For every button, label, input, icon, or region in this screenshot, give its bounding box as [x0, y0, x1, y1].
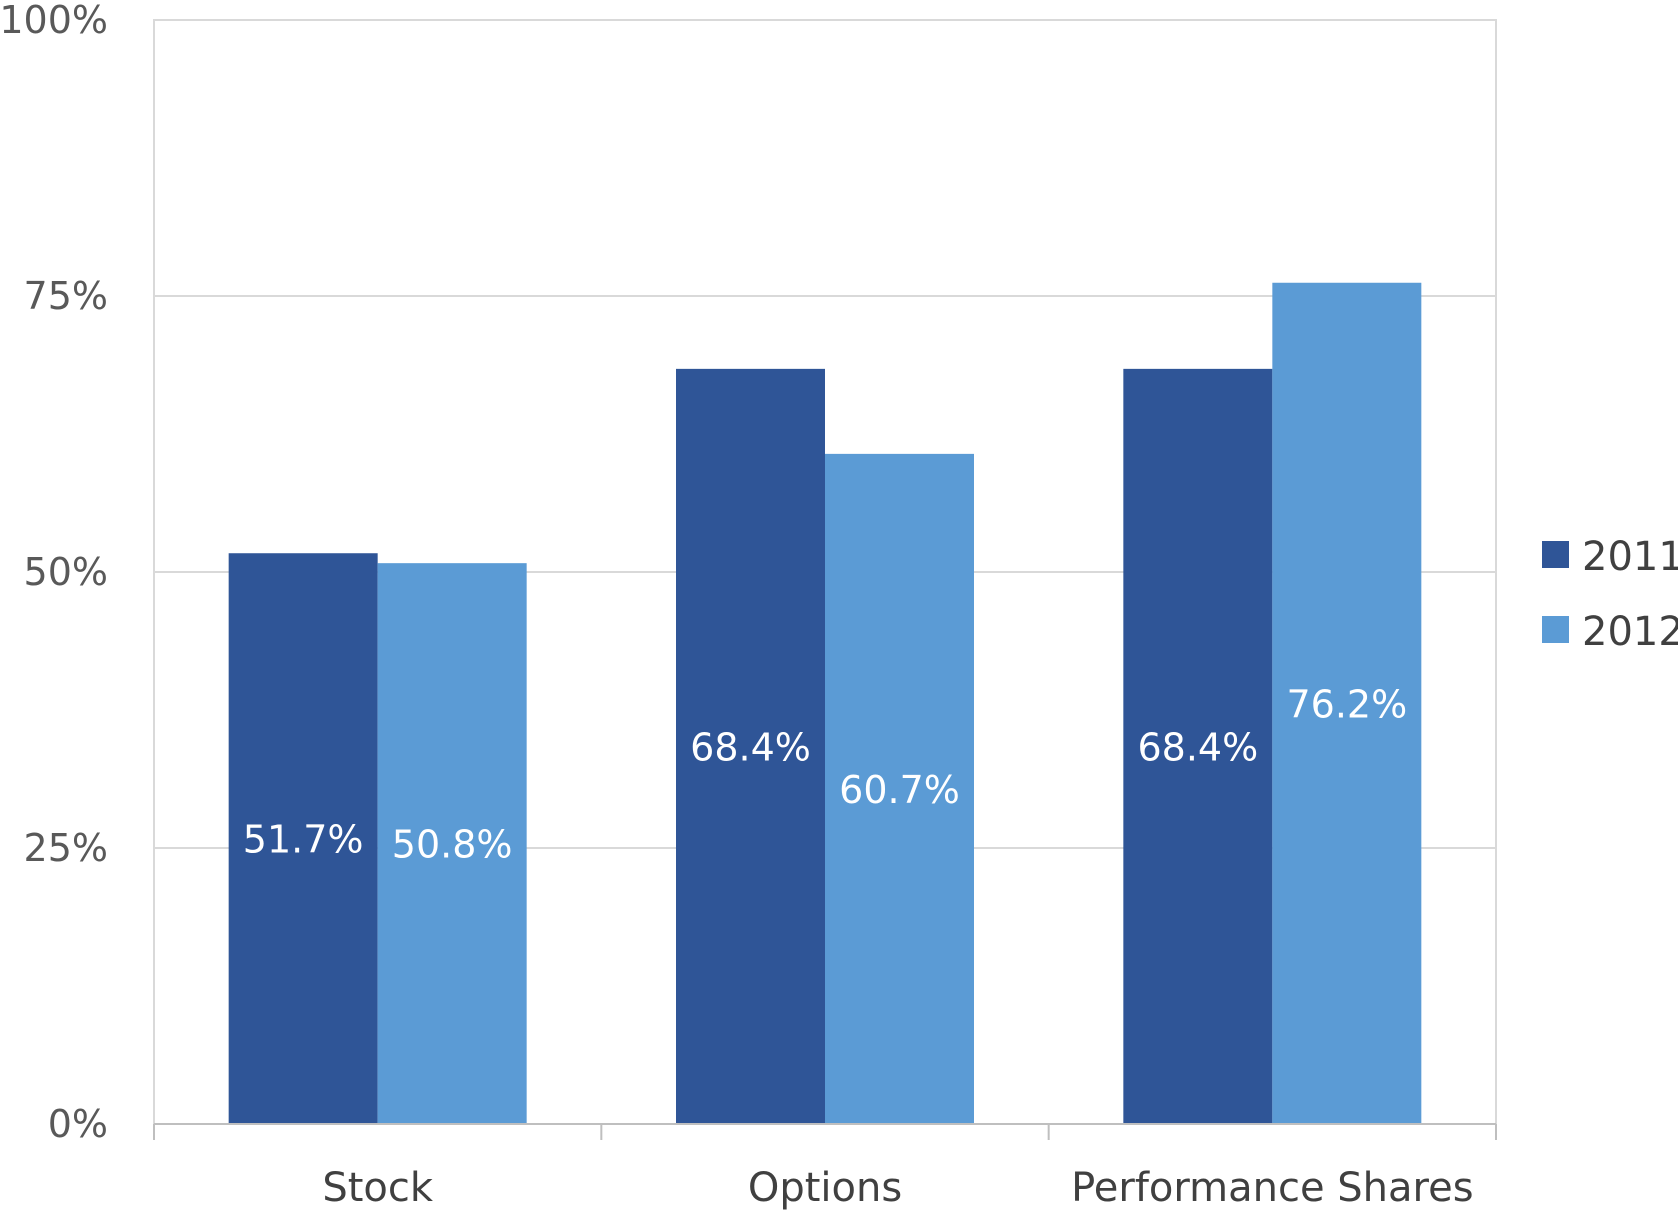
- legend-swatch: [1542, 616, 1569, 643]
- x-tick-label: Performance Shares: [1071, 1165, 1473, 1211]
- x-tick-label: Options: [748, 1165, 902, 1211]
- y-tick-label: 50%: [24, 550, 108, 594]
- data-labels: 51.7% 50.8% 68.4% 60.7% 68.4% 76.2%: [243, 682, 1407, 866]
- y-tick-label: 100%: [0, 0, 108, 42]
- data-label: 76.2%: [1286, 682, 1407, 726]
- y-tick-label: 75%: [24, 274, 108, 318]
- legend-swatch: [1542, 541, 1569, 568]
- data-label: 60.7%: [839, 768, 960, 812]
- data-label: 68.4%: [690, 725, 811, 769]
- bar: [825, 453, 974, 1124]
- legend: 2011 2012: [1542, 534, 1678, 655]
- bars: [228, 282, 1422, 1124]
- legend-label: 2011: [1582, 534, 1678, 580]
- bar: [228, 553, 378, 1124]
- legend-label: 2012: [1582, 609, 1678, 655]
- x-axis-ticks: Stock Options Performance Shares: [322, 1165, 1473, 1211]
- data-label: 51.7%: [243, 818, 364, 862]
- data-label: 68.4%: [1137, 725, 1258, 769]
- y-tick-label: 0%: [48, 1102, 108, 1146]
- axes: [153, 1123, 1497, 1140]
- x-tick-label: Stock: [322, 1165, 434, 1211]
- bar: [676, 368, 825, 1124]
- y-tick-label: 25%: [24, 826, 108, 870]
- data-label: 50.8%: [392, 823, 513, 867]
- bar: [1272, 282, 1422, 1124]
- bar: [1123, 368, 1273, 1124]
- y-axis-ticks: 0% 25% 50% 75% 100%: [0, 0, 108, 1146]
- bar: [377, 563, 527, 1124]
